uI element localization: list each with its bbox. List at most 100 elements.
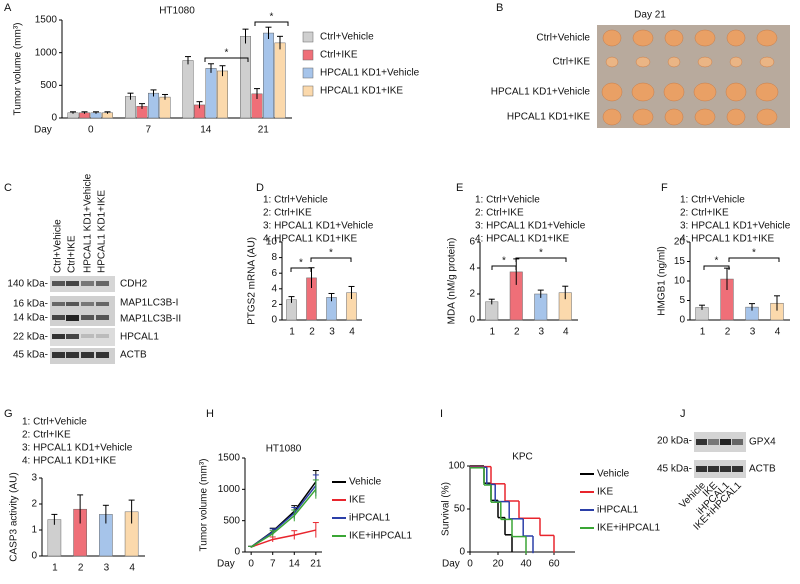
x-tick-label: 0: [248, 559, 254, 570]
marker-label: 45 kDa-: [13, 350, 48, 361]
legend-text: 4: HPCAL1 KD1+IKE: [263, 234, 358, 245]
panel-title: Day 21: [634, 10, 666, 21]
y-axis-label: CASP3 activity (AU): [9, 472, 20, 561]
line: [250, 488, 317, 548]
marker-label: 16 kDa-: [13, 299, 48, 310]
annotation: *: [225, 48, 229, 59]
y-tick-label: 0: [679, 315, 685, 326]
annotation: *: [752, 248, 756, 259]
panel-letter: H: [206, 408, 214, 420]
protein-label: ACTB: [120, 350, 147, 361]
legend-text: HPCAL1 KD1+IKE: [320, 86, 403, 97]
lane-label: HPCAL1 KD1+IKE: [97, 190, 108, 273]
y-tick-label: 10: [266, 237, 278, 248]
x-tick-label: 7: [270, 559, 276, 570]
tumor: [635, 56, 651, 68]
tumor: [694, 108, 716, 126]
protein-label: MAP1LC3B-II: [120, 314, 181, 325]
protein-label: HPCAL1: [120, 332, 159, 343]
y-tick-label: 2: [469, 289, 475, 300]
tumor: [632, 108, 654, 126]
legend-text: 2: Ctrl+IKE: [22, 430, 71, 441]
tumor: [602, 29, 622, 47]
y-tick-label: 3: [31, 473, 37, 484]
legend-swatch: [302, 85, 314, 97]
row-label: HPCAL1 KD1+Vehicle: [491, 87, 591, 98]
legend-text: IKE+iHPCAL1: [349, 531, 413, 542]
tumor: [729, 56, 743, 68]
annotation: *: [715, 256, 719, 267]
y-axis-label: Tumor volume (mm³): [13, 23, 24, 116]
x-tick-label: 14: [289, 559, 301, 570]
legend-text: HPCAL1 KD1+Vehicle: [320, 68, 420, 79]
x-tick-label: 1: [489, 327, 495, 338]
tumor: [664, 108, 684, 126]
y-tick-label: 1500: [35, 15, 58, 26]
y-axis-label: Survival (%): [441, 482, 452, 536]
legend-text: iHPCAL1: [349, 513, 391, 524]
x-tick-label: 1: [289, 327, 295, 338]
legend-swatch: [302, 49, 314, 61]
x-tick-label: 7: [145, 125, 151, 136]
x-tick-label: 2: [514, 327, 520, 338]
panel-letter: B: [496, 2, 503, 14]
tumor: [759, 56, 775, 68]
panel-letter: F: [661, 182, 668, 194]
x-tick-label: 2: [309, 327, 315, 338]
bar: [205, 68, 217, 119]
legend-text: 4: HPCAL1 KD1+IKE: [680, 234, 775, 245]
y-tick-label: 0: [469, 315, 475, 326]
protein-label: ACTB: [749, 464, 776, 475]
bar: [182, 60, 194, 119]
tumor: [726, 108, 746, 126]
tumor: [631, 82, 655, 102]
tumor: [726, 29, 746, 47]
tumor: [756, 29, 778, 47]
significance-bracket: [728, 257, 780, 262]
chart-title: HT1080: [159, 6, 195, 17]
tumor: [605, 56, 619, 68]
bar: [240, 36, 251, 119]
legend-text: 2: Ctrl+IKE: [263, 208, 312, 219]
y-tick-label: 500: [40, 80, 57, 91]
legend-text: 2: Ctrl+IKE: [475, 208, 524, 219]
legend-text: Ctrl+Vehicle: [320, 32, 374, 43]
y-tick-label: 0: [234, 547, 240, 558]
annotation: *: [329, 248, 333, 259]
marker-label: 45 kDa-: [657, 464, 692, 475]
row-label: HPCAL1 KD1+IKE: [507, 112, 590, 123]
x-tick-label: 1: [52, 563, 58, 574]
y-tick-label: 1: [31, 525, 37, 536]
legend-text: 2: Ctrl+IKE: [680, 208, 729, 219]
significance-bracket: [204, 57, 249, 62]
tumor: [693, 82, 717, 102]
x-tick-label: 4: [775, 327, 781, 338]
legend-text: 1: Ctrl+Vehicle: [475, 195, 540, 206]
legend-text: 3: HPCAL1 KD1+Vehicle: [680, 221, 791, 232]
x-tick-label: 2: [725, 327, 731, 338]
bar: [159, 96, 171, 119]
line: [250, 485, 317, 548]
x-tick-label: 14: [200, 125, 212, 136]
y-tick-label: 1000: [35, 47, 58, 58]
y-tick-label: 10: [674, 276, 686, 287]
x-tick-label: 1: [700, 327, 706, 338]
y-tick-label: 6: [271, 268, 277, 279]
x-tick-label: 4: [349, 327, 355, 338]
y-axis-label: Tumor volume (mm³): [199, 459, 210, 552]
y-axis-label: PTGS2 mRNA (AU): [247, 237, 258, 325]
protein-label: GPX4: [749, 437, 776, 448]
y-tick-label: 2: [31, 499, 37, 510]
x-axis-label: Day: [442, 559, 460, 570]
lane-label: HPCAL1 KD1+Vehicle: [83, 173, 94, 273]
tumor: [667, 56, 681, 68]
y-tick-label: 0: [31, 551, 37, 562]
legend-text: 1: Ctrl+Vehicle: [680, 195, 745, 206]
panel-letter: J: [680, 408, 686, 420]
legend-text: IKE+iHPCAL1: [597, 523, 661, 534]
y-tick-label: 20: [674, 237, 686, 248]
y-tick-label: 2: [271, 299, 277, 310]
x-tick-label: 2: [78, 563, 84, 574]
tumor: [602, 108, 622, 126]
protein-label: MAP1LC3B-I: [120, 298, 178, 309]
